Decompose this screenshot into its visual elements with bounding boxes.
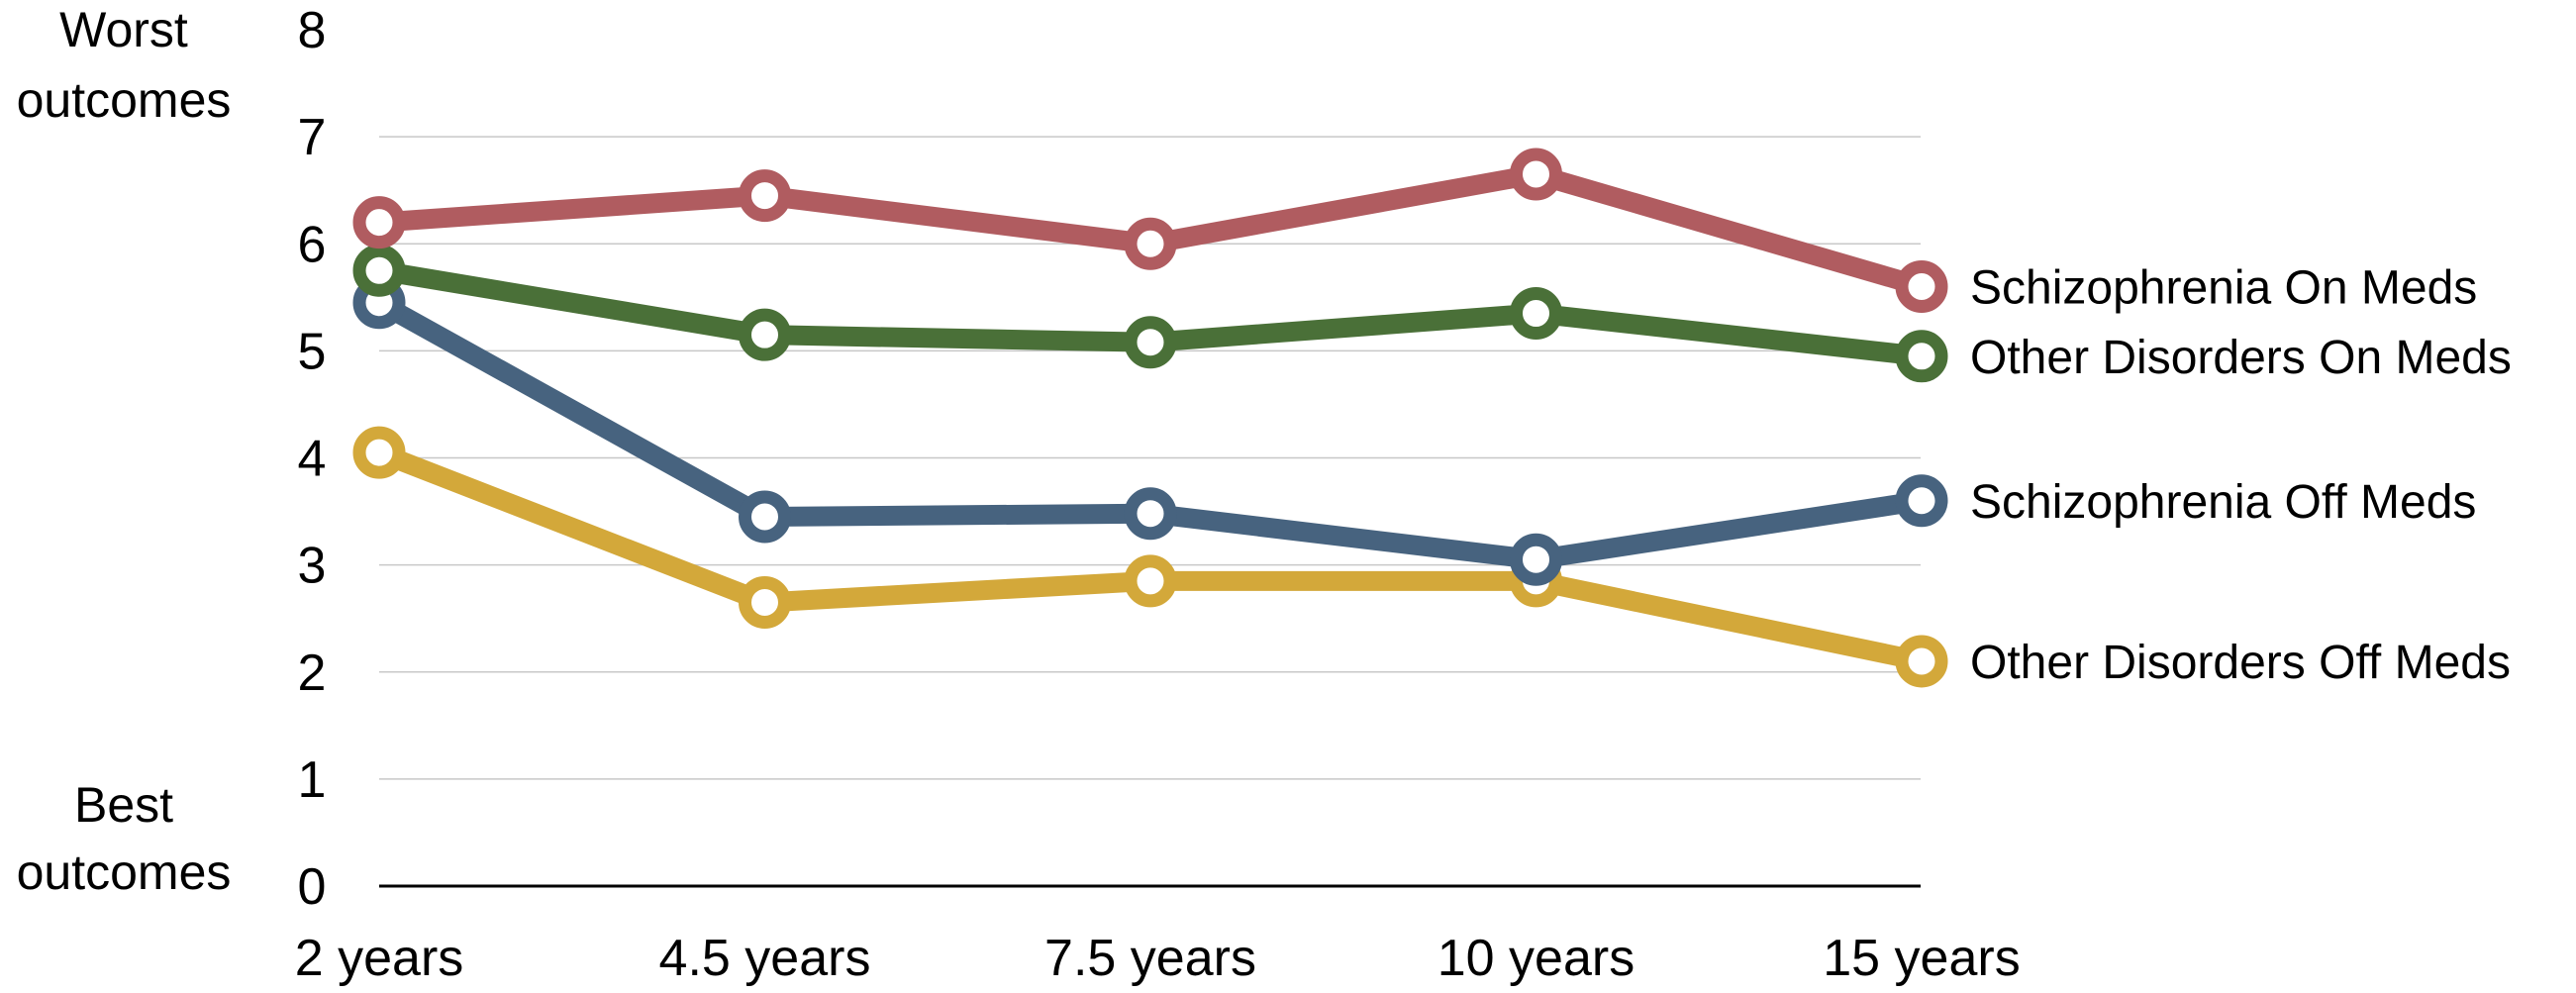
data-point	[1124, 487, 1177, 541]
y-tick-label: 8	[298, 2, 327, 59]
data-point	[1124, 554, 1177, 608]
data-point	[1510, 148, 1562, 201]
data-point	[1510, 287, 1562, 341]
data-point	[1895, 474, 1948, 528]
y-tick-label: 6	[298, 216, 327, 273]
y-tick-label: 4	[298, 431, 327, 488]
y-tick-label: 7	[298, 109, 327, 166]
series-group	[352, 244, 1948, 383]
data-point	[739, 308, 791, 361]
y-tick-label: 1	[298, 751, 327, 809]
best-outcomes-label-line-2: outcomes	[17, 844, 232, 900]
side-labels: Worst outcomes Best outcomes	[17, 2, 232, 900]
data-point	[1895, 330, 1948, 383]
data-point	[739, 490, 791, 544]
data-point	[1124, 316, 1177, 369]
x-tick-label: 10 years	[1437, 930, 1635, 987]
data-point	[352, 244, 406, 297]
data-point	[739, 169, 791, 223]
y-tick-label: 3	[298, 538, 327, 595]
y-tick-label: 0	[298, 858, 327, 916]
worst-outcomes-label-line-1: Worst	[59, 2, 188, 57]
series-lines	[352, 148, 1948, 688]
y-tick-label: 2	[298, 645, 327, 702]
best-outcomes-label-line-1: Best	[74, 777, 173, 833]
worst-outcomes-label-line-2: outcomes	[17, 72, 232, 128]
x-tick-label: 7.5 years	[1044, 930, 1256, 987]
data-point	[1124, 217, 1177, 270]
series-label: Schizophrenia Off Meds	[1970, 476, 2476, 529]
x-tick-labels: 2 years 4.5 years 7.5 years 10 years 15 year…	[295, 930, 2021, 987]
series-label: Schizophrenia On Meds	[1970, 262, 2477, 315]
data-point	[352, 426, 406, 479]
x-tick-label: 4.5 years	[659, 930, 871, 987]
series-group	[352, 148, 1948, 313]
series-group	[352, 426, 1948, 688]
x-tick-label: 2 years	[295, 930, 464, 987]
data-point	[1895, 260, 1948, 313]
series-label: Other Disorders Off Meds	[1970, 637, 2511, 689]
y-tick-labels: 0 1 2 3 4 5 6 7 8	[298, 2, 327, 916]
data-point	[1895, 635, 1948, 688]
y-tick-label: 5	[298, 323, 327, 380]
data-point	[352, 196, 406, 249]
x-tick-label: 15 years	[1823, 930, 2020, 987]
series-label: Other Disorders On Meds	[1970, 332, 2512, 384]
series-labels: Other Disorders Off Meds Schizophrenia Of…	[1970, 262, 2512, 689]
data-point	[739, 575, 791, 629]
data-point	[1510, 533, 1562, 586]
